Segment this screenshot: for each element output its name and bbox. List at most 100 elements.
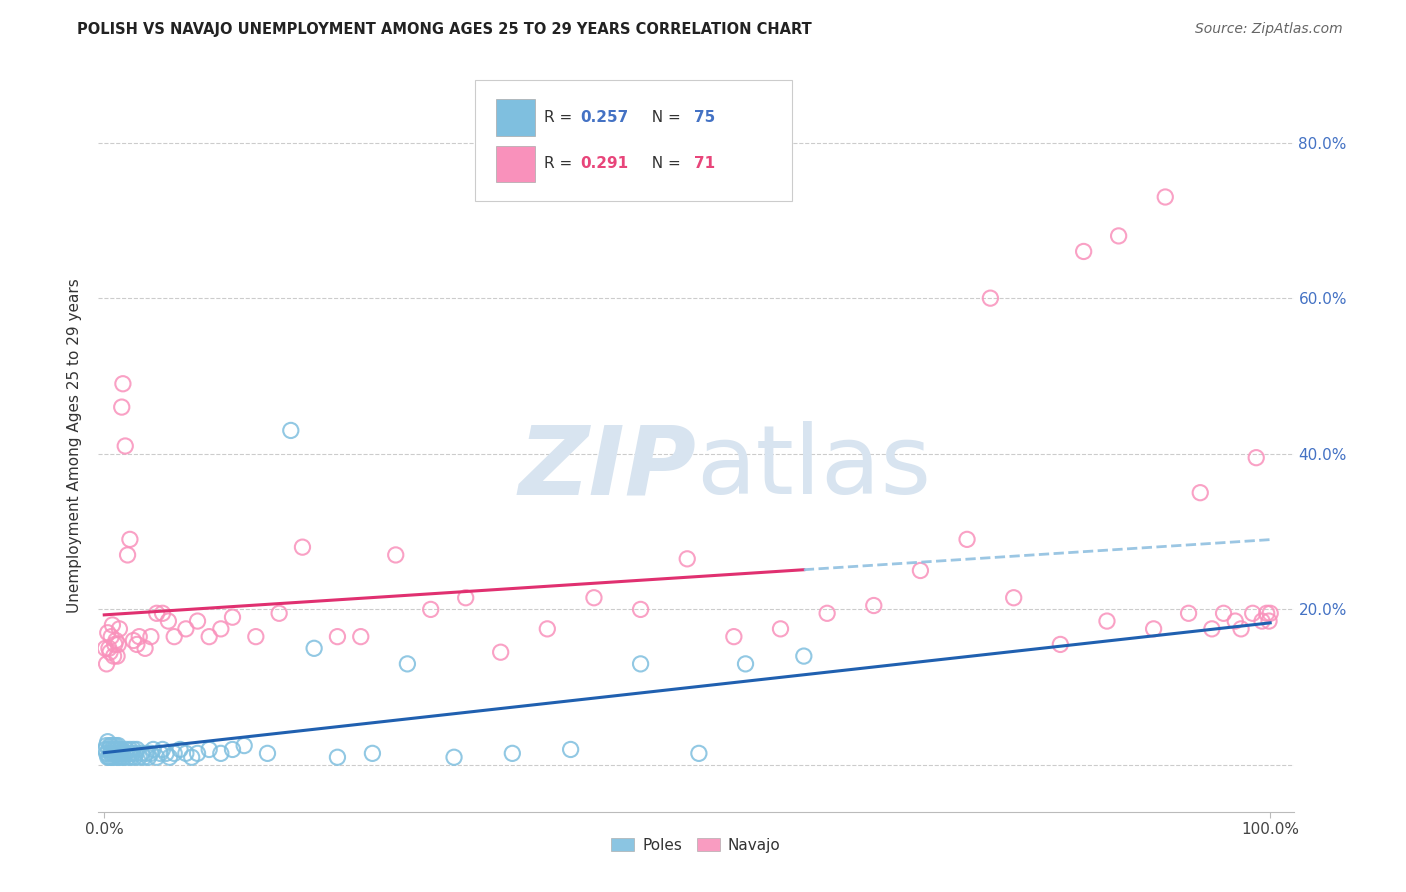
- Point: [145, 750, 167, 764]
- Text: POLISH VS NAVAJO UNEMPLOYMENT AMONG AGES 25 TO 29 YEARS CORRELATION CHART: POLISH VS NAVAJO UNEMPLOYMENT AMONG AGES…: [77, 22, 813, 37]
- Point: [1212, 607, 1234, 621]
- Point: [180, 750, 202, 764]
- Point: [104, 742, 127, 756]
- Point: [862, 599, 884, 613]
- Text: N =: N =: [643, 110, 686, 125]
- FancyBboxPatch shape: [496, 145, 534, 182]
- Point: [125, 637, 148, 651]
- Text: Source: ZipAtlas.com: Source: ZipAtlas.com: [1195, 22, 1343, 37]
- Point: [326, 630, 349, 644]
- Point: [104, 750, 127, 764]
- Point: [96, 747, 118, 761]
- Point: [350, 630, 373, 644]
- Point: [100, 630, 122, 644]
- Point: [105, 750, 128, 764]
- Point: [489, 645, 512, 659]
- Point: [108, 622, 131, 636]
- Point: [501, 747, 523, 761]
- Point: [1201, 622, 1223, 636]
- Point: [256, 747, 278, 761]
- Point: [128, 630, 150, 644]
- Point: [122, 633, 145, 648]
- Point: [107, 747, 129, 761]
- Point: [326, 750, 349, 764]
- Point: [104, 747, 127, 761]
- Point: [1095, 614, 1118, 628]
- Point: [1225, 614, 1247, 628]
- FancyBboxPatch shape: [496, 99, 534, 136]
- Point: [105, 649, 128, 664]
- Point: [1049, 637, 1071, 651]
- Point: [118, 742, 141, 756]
- Point: [956, 533, 979, 547]
- Point: [107, 739, 129, 753]
- Point: [152, 742, 174, 756]
- Point: [198, 630, 221, 644]
- Point: [97, 625, 120, 640]
- Point: [1230, 622, 1253, 636]
- Point: [174, 747, 197, 761]
- Point: [174, 622, 197, 636]
- Point: [96, 739, 118, 753]
- Point: [152, 607, 174, 621]
- Point: [94, 641, 117, 656]
- Text: R =: R =: [544, 110, 578, 125]
- Point: [104, 739, 127, 753]
- Point: [103, 739, 125, 753]
- Point: [97, 750, 120, 764]
- Point: [163, 747, 186, 761]
- Point: [209, 622, 232, 636]
- Point: [111, 376, 134, 391]
- Point: [107, 637, 129, 651]
- Point: [97, 734, 120, 748]
- Point: [94, 742, 117, 756]
- Point: [101, 742, 124, 756]
- Point: [135, 747, 157, 761]
- Point: [125, 742, 148, 756]
- Point: [124, 750, 146, 764]
- Point: [139, 747, 162, 761]
- Point: [149, 747, 172, 761]
- Point: [125, 747, 148, 761]
- Point: [108, 750, 131, 764]
- Point: [734, 657, 756, 671]
- Point: [98, 645, 121, 659]
- Point: [1256, 607, 1278, 621]
- Point: [100, 747, 122, 761]
- Point: [688, 747, 710, 761]
- Point: [108, 742, 131, 756]
- Point: [1244, 450, 1267, 465]
- Point: [1002, 591, 1025, 605]
- Point: [361, 747, 384, 761]
- Point: [105, 742, 128, 756]
- Point: [104, 637, 127, 651]
- Point: [114, 747, 136, 761]
- Point: [104, 633, 127, 648]
- Point: [157, 614, 180, 628]
- Point: [1258, 614, 1281, 628]
- Point: [815, 607, 838, 621]
- Text: 71: 71: [693, 156, 714, 171]
- Point: [155, 747, 177, 761]
- Point: [101, 750, 124, 764]
- Point: [117, 750, 139, 764]
- Point: [100, 739, 122, 753]
- Point: [384, 548, 406, 562]
- Text: atlas: atlas: [696, 421, 931, 515]
- Point: [396, 657, 419, 671]
- Point: [103, 649, 125, 664]
- Point: [221, 742, 243, 756]
- Point: [1177, 607, 1199, 621]
- Point: [245, 630, 267, 644]
- Point: [128, 750, 150, 764]
- Point: [630, 602, 652, 616]
- Point: [221, 610, 243, 624]
- Point: [139, 630, 162, 644]
- Point: [111, 750, 134, 764]
- Point: [97, 641, 120, 656]
- Point: [142, 742, 165, 756]
- Point: [209, 747, 232, 761]
- Point: [233, 739, 256, 753]
- Point: [186, 747, 208, 761]
- Text: ZIP: ZIP: [517, 421, 696, 515]
